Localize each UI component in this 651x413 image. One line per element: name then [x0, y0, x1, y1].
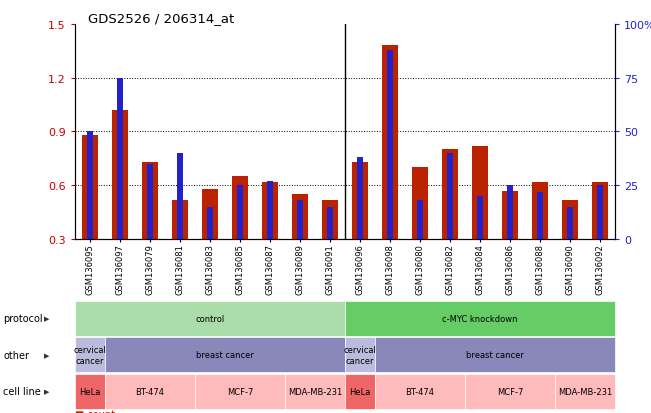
- Bar: [412, 168, 428, 293]
- Bar: [177, 154, 183, 293]
- Text: MDA-MB-231: MDA-MB-231: [288, 387, 342, 396]
- Bar: [477, 197, 483, 293]
- Text: BT-474: BT-474: [406, 387, 435, 396]
- Bar: [172, 200, 188, 293]
- Text: cervical
cancer: cervical cancer: [74, 345, 106, 365]
- Text: MDA-MB-231: MDA-MB-231: [558, 387, 613, 396]
- Text: control: control: [195, 314, 225, 323]
- Bar: [502, 191, 518, 293]
- Bar: [111, 111, 128, 293]
- Text: other: other: [3, 350, 29, 360]
- Bar: [207, 207, 213, 293]
- Bar: [322, 200, 339, 293]
- Bar: [117, 78, 123, 293]
- Bar: [147, 164, 153, 293]
- Bar: [297, 201, 303, 293]
- Bar: [592, 182, 609, 293]
- Bar: [532, 182, 548, 293]
- Bar: [262, 182, 278, 293]
- Text: cervical
cancer: cervical cancer: [344, 345, 376, 365]
- Bar: [352, 163, 368, 293]
- Text: BT-474: BT-474: [135, 387, 165, 396]
- Bar: [81, 136, 98, 293]
- Bar: [562, 200, 579, 293]
- Bar: [232, 177, 248, 293]
- Text: protocol: protocol: [3, 313, 43, 324]
- Text: GDS2526 / 206314_at: GDS2526 / 206314_at: [88, 12, 234, 25]
- Bar: [507, 186, 513, 293]
- Text: c-MYC knockdown: c-MYC knockdown: [443, 314, 518, 323]
- Bar: [598, 186, 603, 293]
- Text: breast cancer: breast cancer: [196, 351, 254, 359]
- Bar: [327, 207, 333, 293]
- Text: cell line: cell line: [3, 386, 41, 396]
- Bar: [87, 132, 92, 293]
- Bar: [447, 154, 453, 293]
- Bar: [237, 186, 243, 293]
- Text: HeLa: HeLa: [350, 387, 370, 396]
- Bar: [537, 192, 543, 293]
- Text: ▶: ▶: [44, 316, 49, 322]
- Text: breast cancer: breast cancer: [466, 351, 524, 359]
- Bar: [442, 150, 458, 293]
- Bar: [567, 207, 573, 293]
- Bar: [357, 158, 363, 293]
- Bar: [417, 201, 423, 293]
- Bar: [472, 147, 488, 293]
- Text: MCF-7: MCF-7: [227, 387, 253, 396]
- Text: MCF-7: MCF-7: [497, 387, 523, 396]
- Bar: [142, 163, 158, 293]
- Text: ▶: ▶: [44, 352, 49, 358]
- Text: ▶: ▶: [44, 388, 49, 394]
- Bar: [202, 190, 218, 293]
- Bar: [387, 50, 393, 293]
- Bar: [381, 46, 398, 293]
- Bar: [292, 195, 309, 293]
- Text: ■ count: ■ count: [75, 409, 115, 413]
- Bar: [267, 182, 273, 293]
- Text: HeLa: HeLa: [79, 387, 100, 396]
